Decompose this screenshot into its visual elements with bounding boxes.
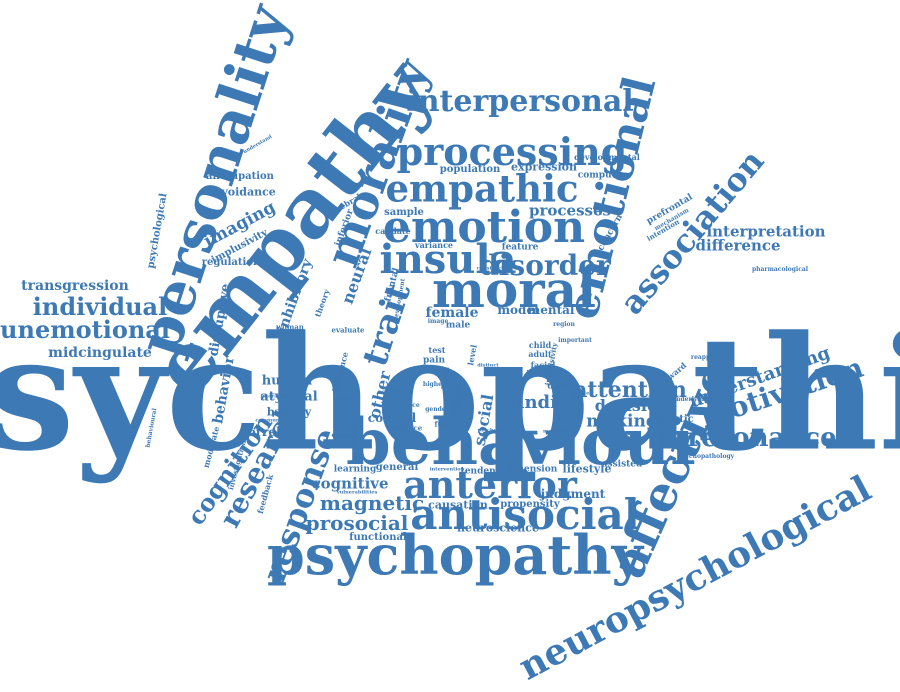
cloud-word-behaviour: behaviour <box>346 405 704 480</box>
cloud-word-lifestyle: lifestyle <box>562 462 612 476</box>
cloud-word-control: control <box>367 411 417 425</box>
cloud-word-computer: computer <box>577 170 627 181</box>
cloud-word-avoidance: avoidance <box>214 185 276 199</box>
cloud-word-human: human <box>261 373 313 389</box>
cloud-word-anticipation: anticipation <box>206 171 274 182</box>
cloud-word-deficit: deficit <box>547 381 579 392</box>
cloud-word-intervention: intervention <box>429 466 465 473</box>
cloud-word-image: image <box>427 318 449 325</box>
cloud-word-cognitive: cognitive <box>311 474 389 493</box>
cloud-word-test: test <box>428 345 446 355</box>
cloud-word-difference: difference <box>695 236 781 255</box>
cloud-word-tendencies: tendencies <box>460 466 516 477</box>
cloud-word-vulnerabilities: vulnerabilities <box>336 489 378 496</box>
cloud-word-model: model <box>497 303 539 317</box>
cloud-word-evidence: evidence <box>387 423 423 433</box>
cloud-word-processes: processes <box>529 201 611 220</box>
cloud-word-community: community <box>255 417 287 424</box>
cloud-word-female: female <box>425 305 479 321</box>
cloud-word-functional: functional <box>349 532 407 543</box>
cloud-word-general: general <box>375 462 419 473</box>
cloud-word-underlying: underlying <box>671 396 709 403</box>
cloud-word-child: child <box>528 340 552 350</box>
cloud-word-male: male <box>445 320 471 331</box>
cloud-word-feature: feature <box>501 242 539 253</box>
cloud-word-developmental: developmental <box>574 152 640 162</box>
cloud-word-region: region <box>553 321 575 328</box>
cloud-word-finding: finding <box>511 392 583 413</box>
cloud-word-evaluate: evaluate <box>331 325 365 335</box>
cloud-word-empathic: empathic <box>385 166 579 211</box>
cloud-word-magnetic: magnetic <box>319 491 425 515</box>
cloud-word-higher: higher <box>422 381 446 388</box>
cloud-word-study: study <box>457 391 473 398</box>
cloud-word-important: important <box>558 337 592 344</box>
cloud-word-anterior: anterior <box>403 462 577 507</box>
cloud-word-attention: attention <box>573 377 687 403</box>
cloud-word-prosocial: prosocial <box>305 511 409 535</box>
cloud-word-neuroscience: neuroscience <box>457 521 539 535</box>
cloud-word-midcingulate: midcingulate <box>48 345 152 361</box>
cloud-word-psychopathology: psychopathology <box>677 453 735 460</box>
cloud-word-mental: mental <box>527 303 575 317</box>
cloud-word-pain: pain <box>422 355 446 366</box>
cloud-word-reappraisal: reappraisal <box>690 354 730 361</box>
cloud-word-modulation: modulation <box>542 428 576 435</box>
cloud-word-battery: battery <box>266 405 312 419</box>
cloud-word-atypical: atypical <box>260 389 318 405</box>
cloud-word-transgression: transgression <box>21 278 129 294</box>
cloud-word-gender: gender <box>425 406 449 413</box>
cloud-word-interaction: interaction <box>260 393 292 400</box>
cloud-word-causation: causation <box>428 498 488 512</box>
cloud-word-construct: construct <box>476 265 504 272</box>
cloud-word-woman: woman <box>276 322 304 332</box>
cloud-word-psychopathy: psychopathy <box>266 523 644 587</box>
cloud-word-regulation: regulation <box>201 257 261 268</box>
cloud-word-variance: variance <box>414 240 454 250</box>
cloud-word-expression: expression <box>511 160 577 174</box>
cloud-word-dimension: dimension <box>504 464 558 475</box>
cloud-word-studies: studies <box>571 390 593 397</box>
cloud-word-judgment: judgment <box>540 487 606 501</box>
cloud-word-distinct: distinct <box>477 362 499 369</box>
cloud-word-interpretation: interpretation <box>706 222 826 241</box>
cloud-word-processing: processing <box>396 129 628 174</box>
cloud-word-healthy: healthy <box>526 370 552 377</box>
cloud-word-moral: moral <box>432 260 596 319</box>
cloud-word-propensity: propensity <box>500 499 560 510</box>
cloud-word-genetic: genetic <box>652 414 694 425</box>
cloud-word-emotion: emotion <box>382 202 586 253</box>
cloud-word-antisocial: antisocial <box>410 490 640 539</box>
cloud-word-assisted: assisted <box>601 459 643 470</box>
cloud-word-sample: sample <box>384 207 424 218</box>
cloud-word-activity: activity <box>377 389 403 396</box>
cloud-word-psychology: psychology <box>477 427 509 434</box>
cloud-word-caudate: caudate <box>375 226 411 236</box>
cloud-word-decision: decision <box>594 396 670 415</box>
cloud-word-correlate: correlate <box>240 425 302 439</box>
cloud-word-population: population <box>439 164 501 175</box>
cloud-word-advance: advance <box>392 402 420 409</box>
cloud-word-individual: individual <box>32 292 168 321</box>
cloud-word-unemotional: unemotional <box>0 315 170 344</box>
cloud-word-function: function <box>434 419 468 429</box>
cloud-word-facial: facial <box>530 360 556 370</box>
cloud-word-disorder: disorder <box>479 249 611 282</box>
cloud-word-making: making <box>586 411 658 432</box>
cloud-word-pharmacological: pharmacological <box>751 266 809 273</box>
cloud-word-resonance: resonance <box>687 423 837 453</box>
cloud-word-insula: insula <box>379 236 517 283</box>
cloud-word-learning: learning <box>333 464 377 475</box>
cloud-word-psychopathic: psychopathic <box>0 302 900 487</box>
cloud-word-interpersonal: interpersonal <box>406 84 634 119</box>
cloud-word-stimulus: stimulus <box>332 395 358 402</box>
cloud-word-tendency: tendency <box>332 433 358 440</box>
cloud-word-adult: adult <box>528 349 552 359</box>
